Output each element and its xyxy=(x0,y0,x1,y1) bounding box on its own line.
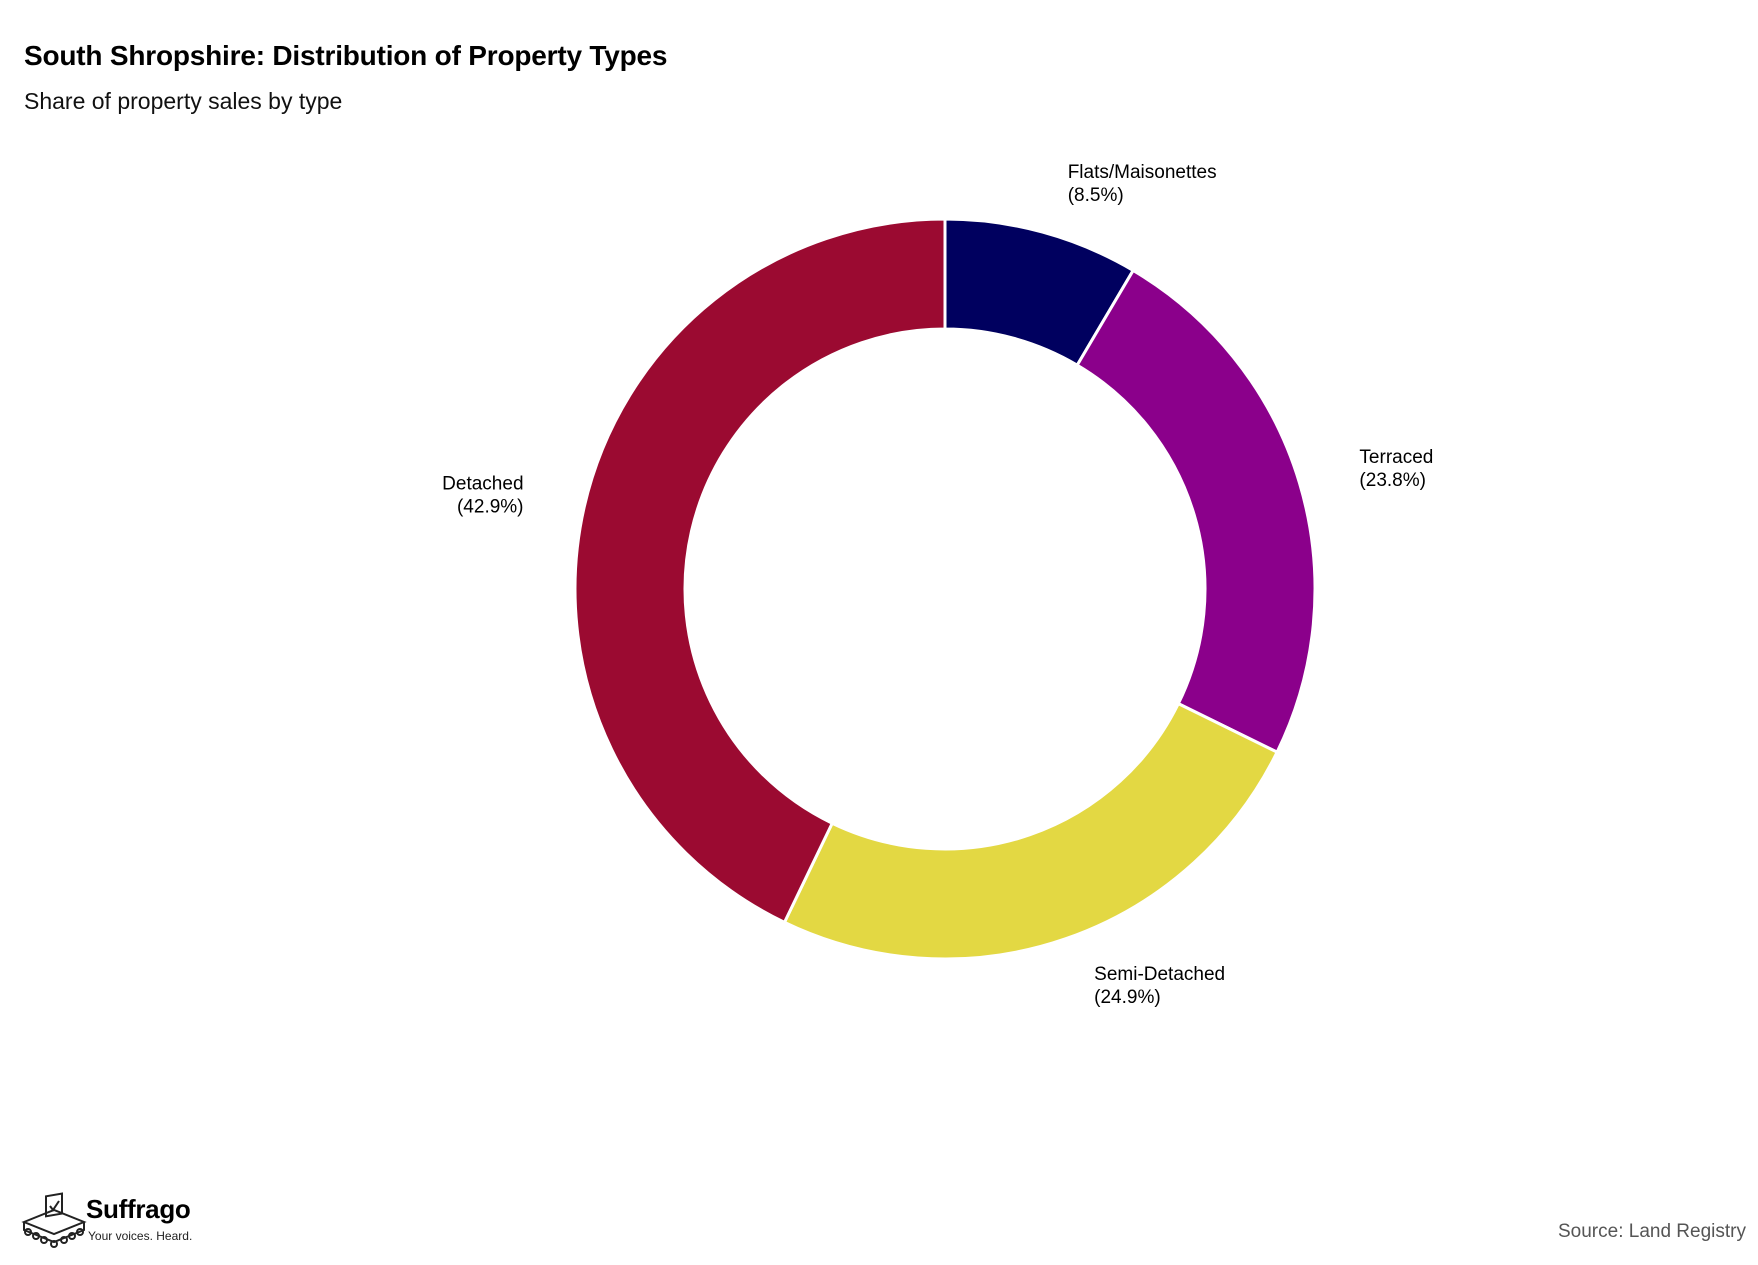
slice-label-terraced: Terraced (23.8%) xyxy=(1359,447,1433,491)
slice-detached xyxy=(573,217,947,925)
brand-name: Suffrago xyxy=(86,1194,191,1224)
source-note: Source: Land Registry xyxy=(1558,1221,1746,1242)
slice-label-detached: Detached (42.9%) xyxy=(442,474,523,518)
slice-semi-detached xyxy=(782,701,1280,961)
chart-subtitle: Share of property sales by type xyxy=(24,88,343,114)
slice-label-semi-detached: Semi-Detached (24.9%) xyxy=(1094,964,1225,1008)
ballot-box-crowd-icon xyxy=(21,1192,87,1248)
chart-title: South Shropshire: Distribution of Proper… xyxy=(24,40,668,71)
brand-tagline: Your voices. Heard. xyxy=(88,1229,193,1243)
slice-label-flats-maisonettes: Flats/Maisonettes (8.5%) xyxy=(1068,162,1217,206)
slice-terraced xyxy=(1075,268,1317,755)
